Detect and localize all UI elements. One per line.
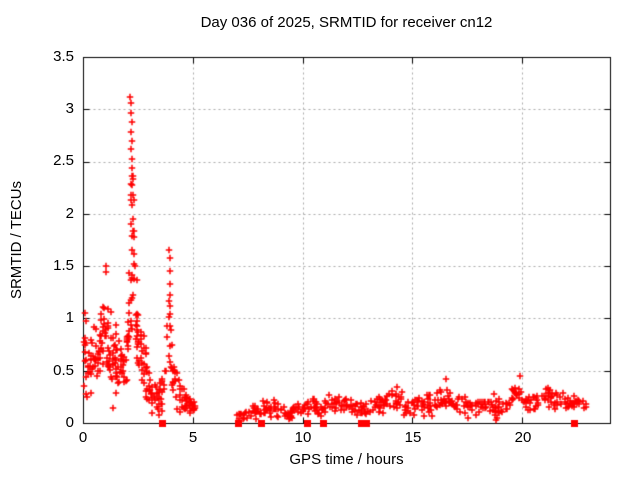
y-axis-label: SRMTID / TECUs xyxy=(8,180,25,300)
x-axis-label: GPS time / hours xyxy=(289,451,404,468)
y-tick-label-2_5: 2.5 xyxy=(53,152,74,169)
y-tick-label-0_5: 0.5 xyxy=(53,362,74,379)
x-tick-label-20: 20 xyxy=(514,429,532,446)
y-tick-label-1_5: 1.5 xyxy=(53,257,74,274)
y-tick-label-3_5: 3.5 xyxy=(53,48,74,65)
y-tick-label-0: 0 xyxy=(65,414,74,431)
y-tick-label-3: 3 xyxy=(65,100,74,117)
x-tick-label-5: 5 xyxy=(188,429,198,446)
y-tick-label-1: 1 xyxy=(65,309,74,326)
x-tick-label-15: 15 xyxy=(404,429,422,446)
x-tick-label-0: 0 xyxy=(78,429,88,446)
y-tick-label-2: 2 xyxy=(65,205,74,222)
chart-title: Day 036 of 2025, SRMTID for receiver cn1… xyxy=(200,14,493,31)
x-tick-label-10: 10 xyxy=(294,429,312,446)
